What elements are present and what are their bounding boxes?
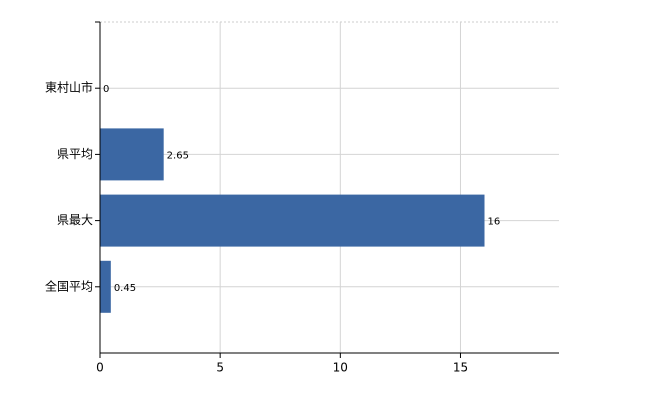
value-label: 0 xyxy=(103,84,109,95)
value-label: 0.45 xyxy=(114,283,136,294)
bar xyxy=(100,260,111,313)
y-tick-label: 東村山市 xyxy=(45,80,93,95)
x-tick-label: 15 xyxy=(453,361,468,375)
bar xyxy=(100,128,164,181)
y-tick-label: 全国平均 xyxy=(45,278,93,293)
y-tick-label: 県平均 xyxy=(57,147,93,161)
x-tick-label: 0 xyxy=(96,361,104,375)
y-tick-label: 県最大 xyxy=(57,213,93,227)
x-tick-label: 10 xyxy=(333,361,348,375)
value-label: 16 xyxy=(488,217,501,228)
value-label: 2.65 xyxy=(167,150,189,161)
bar xyxy=(100,194,485,247)
x-tick-label: 5 xyxy=(216,361,224,375)
